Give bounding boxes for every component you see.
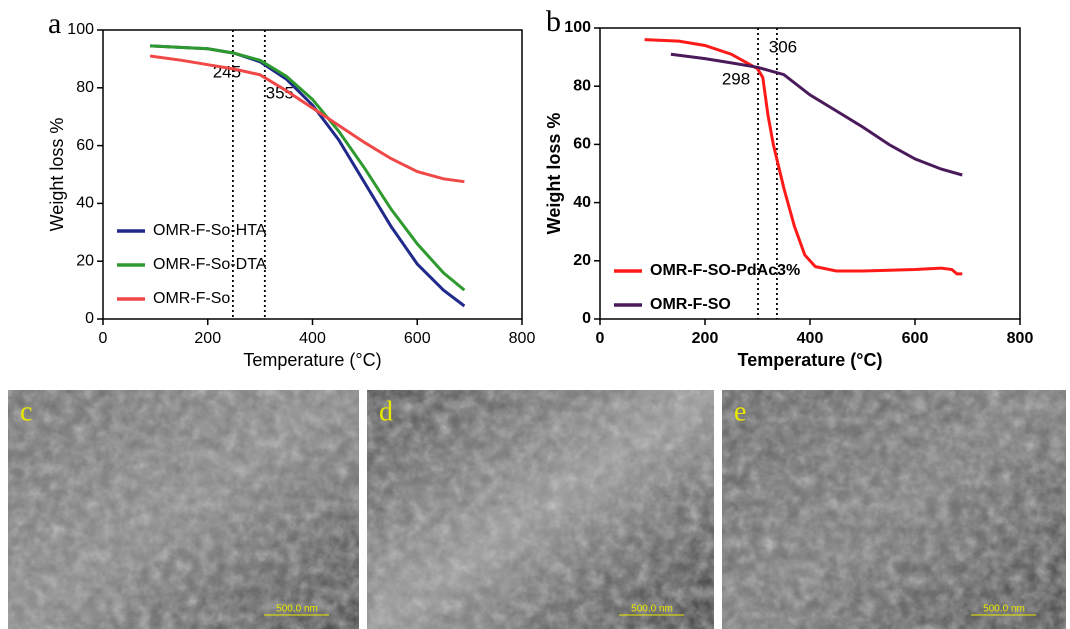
legend-label: OMR-F-SO xyxy=(650,296,731,313)
image-letter: c xyxy=(20,396,32,427)
x-tick-label: 200 xyxy=(194,330,221,347)
sem-image: e 500.0 nm xyxy=(722,390,1066,629)
sem-photo xyxy=(722,390,1066,629)
x-tick-label: 800 xyxy=(1007,330,1034,347)
scale-label: 500.0 nm xyxy=(631,604,673,615)
chart-panel: b 0 200 400 600 800 0 20 40 60 80 100 Temperature (°… xyxy=(544,5,1034,370)
y-tick-label: 40 xyxy=(573,194,591,211)
series-line xyxy=(150,44,466,292)
plot-frame xyxy=(102,29,523,320)
legend-label: OMR-F-So xyxy=(153,290,230,307)
x-tick-label: 0 xyxy=(596,330,605,347)
sem-photo xyxy=(8,390,359,629)
x-tick-label: 400 xyxy=(797,330,824,347)
panel-letter: b xyxy=(546,5,561,38)
x-tick-label: 600 xyxy=(902,330,929,347)
x-tick-label: 800 xyxy=(509,330,536,347)
image-letter: e xyxy=(734,396,746,427)
panel-letter: a xyxy=(48,7,61,40)
y-tick-label: 100 xyxy=(67,21,94,38)
legend-label: OMR-F-SO-PdAc3% xyxy=(650,262,800,279)
x-axis-title: Temperature (°C) xyxy=(738,350,883,370)
x-axis-title: Temperature (°C) xyxy=(243,350,381,370)
y-axis-title: Weight loss % xyxy=(47,118,67,232)
sem-photo xyxy=(367,390,714,629)
marker-label: 298 xyxy=(722,69,750,88)
y-tick-label: 40 xyxy=(76,195,94,212)
y-tick-label: 80 xyxy=(76,79,94,96)
image-letter: d xyxy=(379,396,393,427)
x-tick-label: 400 xyxy=(299,330,326,347)
y-tick-label: 0 xyxy=(85,310,94,327)
series-line xyxy=(149,54,465,184)
scale-label: 500.0 nm xyxy=(983,604,1025,615)
series-line xyxy=(670,52,963,177)
scale-label: 500.0 nm xyxy=(276,604,318,615)
chart-panel: a 0 200 400 600 800 0 20 40 60 80 100 Temperature (°… xyxy=(47,7,536,370)
y-tick-label: 60 xyxy=(573,136,591,153)
y-tick-label: 20 xyxy=(573,252,591,269)
y-tick-label: 100 xyxy=(564,19,591,36)
y-tick-label: 80 xyxy=(573,77,591,94)
sem-image: c 500.0 nm xyxy=(8,390,359,629)
series-line xyxy=(644,38,963,276)
y-tick-label: 60 xyxy=(76,137,94,154)
y-axis-title: Weight loss % xyxy=(544,113,564,235)
x-tick-label: 200 xyxy=(692,330,719,347)
y-tick-label: 0 xyxy=(582,310,591,327)
marker-label: 306 xyxy=(769,37,797,56)
sem-image: d 500.0 nm xyxy=(367,390,714,629)
marker-label: 355 xyxy=(266,83,294,102)
x-tick-label: 600 xyxy=(404,330,431,347)
legend-label: OMR-F-So-DTA xyxy=(153,256,267,273)
y-tick-label: 20 xyxy=(76,252,94,269)
legend-label: OMR-F-So-HTA xyxy=(153,222,267,239)
x-tick-label: 0 xyxy=(99,330,108,347)
